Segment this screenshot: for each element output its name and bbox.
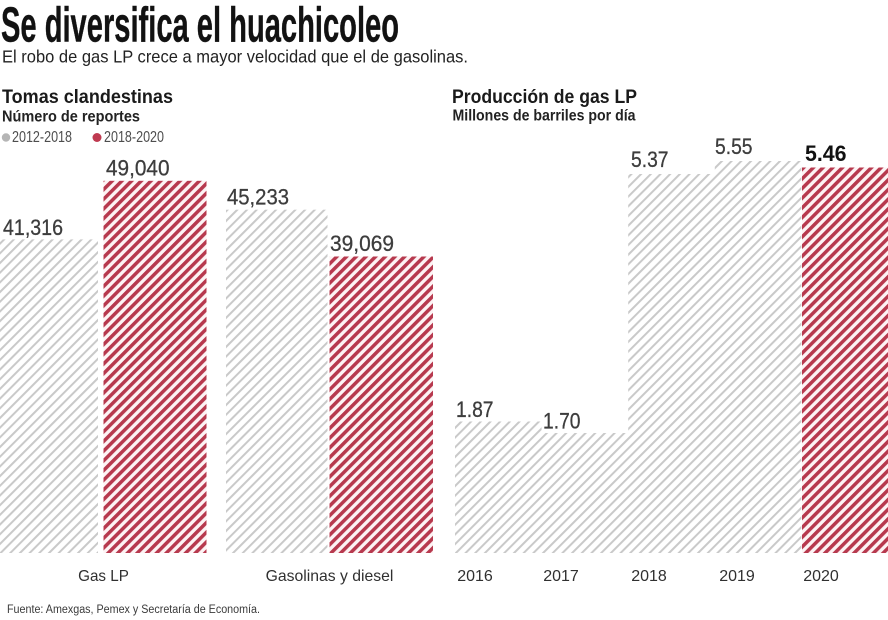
svg-text:Tomas clandestinas: Tomas clandestinas <box>2 86 173 108</box>
svg-text:Millones de barriles por día: Millones de barriles por día <box>453 108 636 125</box>
svg-text:Gas LP: Gas LP <box>78 568 129 585</box>
svg-text:Producción de gas LP: Producción de gas LP <box>452 86 637 108</box>
svg-text:1.70: 1.70 <box>543 409 581 434</box>
svg-text:1.87: 1.87 <box>456 397 494 422</box>
svg-text:5.46: 5.46 <box>805 141 847 166</box>
svg-text:2016: 2016 <box>457 568 493 585</box>
svg-text:2012-2018: 2012-2018 <box>12 129 72 146</box>
svg-text:5.37: 5.37 <box>631 147 669 172</box>
svg-text:2020: 2020 <box>803 568 839 585</box>
svg-text:5.55: 5.55 <box>715 134 753 159</box>
svg-text:Gasolinas y diesel: Gasolinas y diesel <box>266 568 394 585</box>
svg-text:2018: 2018 <box>631 568 667 585</box>
svg-text:El robo de gas LP crece a mayo: El robo de gas LP crece a mayor velocida… <box>2 47 468 67</box>
svg-text:39,069: 39,069 <box>330 231 394 256</box>
svg-text:2017: 2017 <box>543 568 579 585</box>
svg-text:Se diversifica el huachicoleo: Se diversifica el huachicoleo <box>1 0 399 53</box>
svg-text:49,040: 49,040 <box>106 156 170 181</box>
svg-text:45,233: 45,233 <box>227 185 289 210</box>
svg-text:2018-2020: 2018-2020 <box>104 129 164 146</box>
svg-text:2019: 2019 <box>719 568 755 585</box>
svg-text:Fuente: Amexgas, Pemex y Secre: Fuente: Amexgas, Pemex y Secretaría de E… <box>7 604 260 616</box>
svg-text:41,316: 41,316 <box>3 215 63 240</box>
svg-text:Número de reportes: Número de reportes <box>2 109 140 126</box>
